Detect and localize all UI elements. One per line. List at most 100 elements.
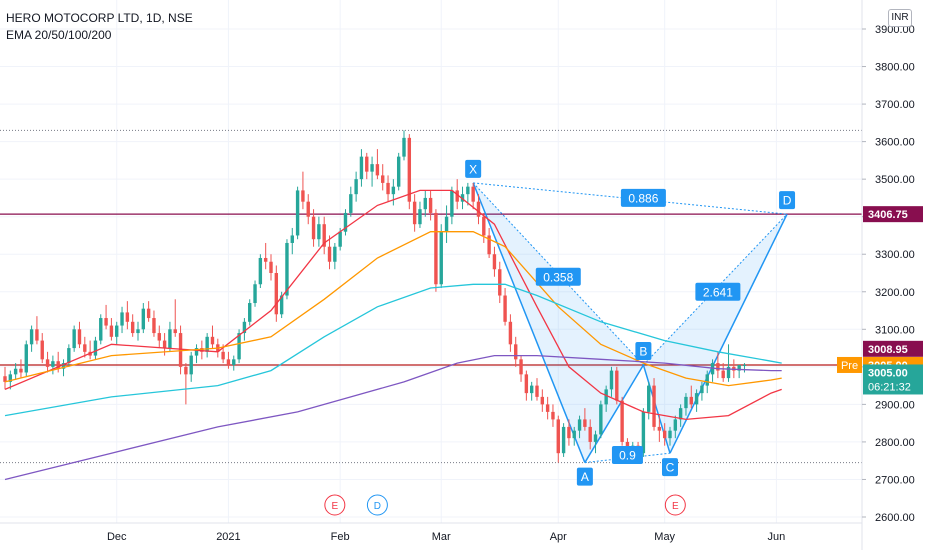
- candle-body: [157, 333, 161, 341]
- ema-line: [4, 231, 782, 387]
- candle-body: [61, 363, 66, 369]
- candle-body: [168, 329, 172, 349]
- candle-body: [359, 156, 364, 180]
- candle-body: [540, 396, 545, 405]
- price-label: 3406.75: [863, 206, 923, 223]
- candle-body: [471, 186, 475, 202]
- time-tick-label: Mar: [432, 531, 451, 543]
- pattern-ratio-badge: [620, 188, 666, 207]
- pattern-leg[interactable]: [669, 213, 788, 454]
- pattern-point-b[interactable]: B: [635, 341, 652, 360]
- candle-body: [248, 303, 252, 322]
- candle-body: [604, 389, 608, 405]
- candle-body: [83, 344, 87, 352]
- candle-body: [412, 201, 417, 225]
- pattern-leg[interactable]: [584, 364, 645, 463]
- candle-body: [561, 426, 566, 454]
- candle-body: [455, 190, 459, 202]
- pattern-ratio[interactable]: 0.9: [611, 446, 643, 465]
- price-label-tag: Pre: [841, 360, 858, 372]
- price-tick-label: 3300.00: [875, 249, 915, 261]
- pattern-point-label: X: [469, 162, 477, 176]
- event-marker-d[interactable]: D: [366, 494, 388, 516]
- candle-body: [423, 197, 427, 210]
- time-axis[interactable]: Dec 2021 Feb Mar Apr May Jun: [107, 531, 785, 543]
- candle-body: [327, 246, 332, 262]
- indicator-label[interactable]: EMA 20/50/100/200: [6, 28, 112, 42]
- candle-body: [221, 351, 225, 360]
- pattern-leg[interactable]: [642, 364, 671, 454]
- candle-body: [418, 209, 422, 225]
- pattern-point-x[interactable]: X: [465, 159, 482, 178]
- candle-body: [673, 419, 678, 431]
- price-tick-label: 3900.00: [875, 24, 915, 36]
- pattern-point-label: C: [666, 461, 675, 475]
- candle-body: [396, 156, 401, 187]
- event-marker-e[interactable]: E: [324, 494, 346, 516]
- price-label: 3008.95: [863, 340, 923, 357]
- pattern-ratio[interactable]: 0.358: [535, 267, 581, 286]
- candle-body: [567, 426, 571, 439]
- candle-body: [136, 329, 140, 334]
- candle-body: [625, 441, 630, 450]
- price-label-value: 3406.75: [868, 209, 908, 221]
- pattern-point-a[interactable]: A: [576, 467, 593, 486]
- candle-body: [662, 430, 667, 439]
- candle-body: [141, 308, 146, 330]
- pattern-ratio[interactable]: 2.641: [695, 282, 741, 301]
- candle-body: [434, 212, 438, 285]
- candle-body: [285, 242, 289, 296]
- pattern-ratio-label: 0.886: [628, 191, 658, 205]
- pattern-point-c[interactable]: C: [662, 458, 678, 477]
- price-label-countdown: 06:21:32: [868, 381, 911, 393]
- candle-body: [492, 254, 497, 270]
- candle-body: [104, 318, 108, 326]
- price-label-tag-box: [837, 356, 862, 373]
- price-tick-label: 2900.00: [875, 399, 915, 411]
- price-label-box: [863, 364, 923, 395]
- candle-body: [588, 426, 592, 442]
- candle-body: [35, 329, 39, 341]
- candle-body: [615, 370, 619, 401]
- price-tick-label: 2800.00: [875, 437, 915, 449]
- candle-body: [375, 164, 380, 176]
- candle-body: [487, 235, 491, 255]
- candle-body: [290, 235, 294, 243]
- pattern-point-badge: [576, 467, 593, 486]
- candle-body: [545, 404, 550, 412]
- candle-body: [593, 434, 598, 442]
- pattern-point-badge: [662, 458, 678, 477]
- price-tick-label: 3600.00: [875, 137, 915, 149]
- symbol-title[interactable]: HERO MOTOCORP LTD, 1D, NSE: [6, 11, 193, 25]
- pattern-ratio-label: 0.9: [619, 449, 636, 463]
- pattern-labels[interactable]: X A B C D 0.886 0.358 2.641 0.9: [465, 159, 796, 486]
- price-tick-label: 3800.00: [875, 62, 915, 74]
- candle-body: [684, 396, 688, 409]
- price-label-box: [863, 340, 923, 357]
- chart-legend[interactable]: HERO MOTOCORP LTD, 1D, NSE EMA 20/50/100…: [6, 10, 193, 44]
- time-tick-label: 2021: [216, 531, 240, 543]
- pattern-point-label: D: [783, 194, 792, 208]
- pattern-leg[interactable]: [472, 182, 586, 463]
- candle-body: [402, 137, 406, 157]
- candles: [3, 130, 747, 463]
- candle-body: [476, 201, 481, 217]
- candle-body: [146, 308, 151, 319]
- candle-body: [572, 430, 576, 439]
- candle-body: [524, 374, 529, 394]
- pattern-point-d[interactable]: D: [779, 191, 796, 210]
- candle-body: [130, 321, 135, 334]
- event-marker-circle: [664, 494, 686, 516]
- currency-badge[interactable]: INR: [888, 9, 912, 27]
- time-tick-label: May: [654, 531, 675, 543]
- candle-body: [19, 368, 23, 373]
- candle-body: [306, 201, 310, 217]
- pattern-triangle-bcd[interactable]: [643, 214, 788, 454]
- price-tick-label: 2700.00: [875, 474, 915, 486]
- pattern-ratio[interactable]: 0.886: [620, 188, 666, 207]
- event-marker-e[interactable]: E: [664, 494, 686, 516]
- candle-body: [641, 411, 646, 454]
